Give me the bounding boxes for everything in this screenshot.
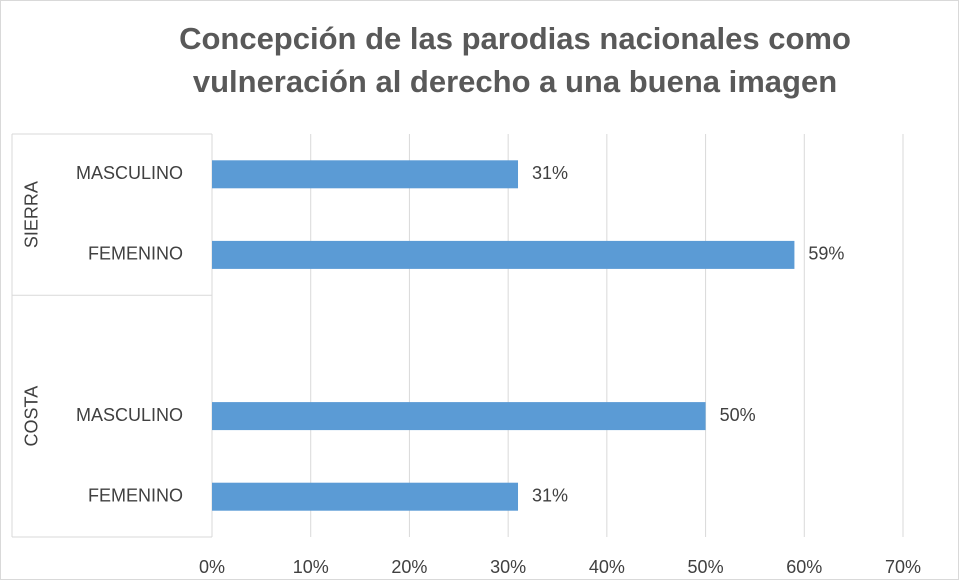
category-label: FEMENINO: [88, 485, 183, 505]
x-tick-label: 60%: [786, 557, 822, 577]
value-label: 31%: [532, 163, 568, 183]
x-tick-label: 30%: [490, 557, 526, 577]
chart-title: Concepción de las parodias nacionales co…: [179, 21, 851, 56]
bar: [212, 240, 795, 269]
x-tick-label: 0%: [199, 557, 225, 577]
value-label: 50%: [720, 405, 756, 425]
x-tick-label: 40%: [589, 557, 625, 577]
group-label: SIERRA: [22, 181, 42, 248]
category-label: FEMENINO: [88, 244, 183, 264]
value-label: 59%: [808, 244, 844, 264]
group-label: COSTA: [22, 386, 42, 447]
bar: [212, 160, 519, 189]
value-label: 31%: [532, 485, 568, 505]
chart-title: vulneración al derecho a una buena image…: [193, 64, 837, 99]
x-tick-label: 70%: [885, 557, 921, 577]
bar: [212, 402, 706, 431]
x-tick-label: 20%: [391, 557, 427, 577]
bar: [212, 482, 519, 511]
x-tick-label: 50%: [688, 557, 724, 577]
category-label: MASCULINO: [76, 405, 183, 425]
x-tick-label: 10%: [293, 557, 329, 577]
category-label: MASCULINO: [76, 163, 183, 183]
